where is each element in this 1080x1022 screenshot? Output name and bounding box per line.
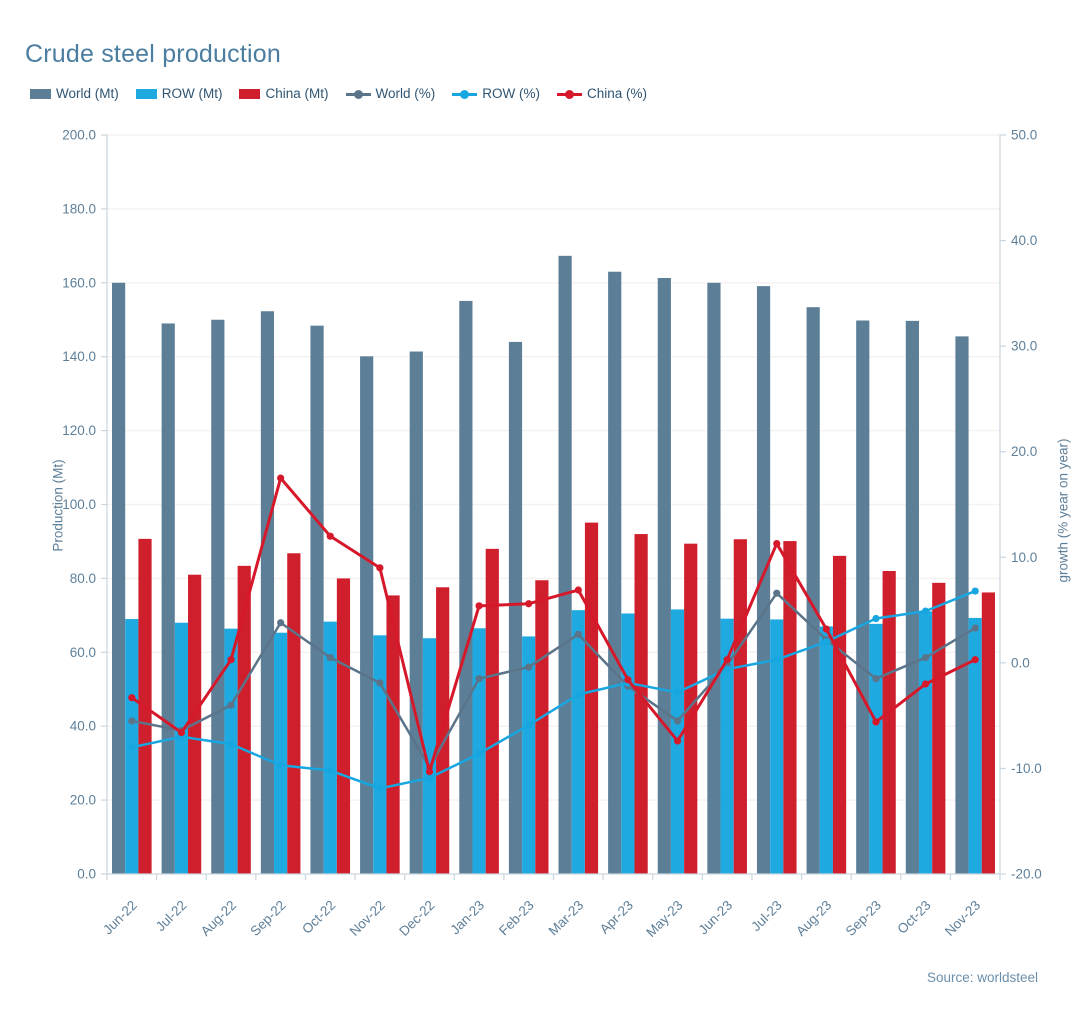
x-tick-label: Aug-23 [793, 898, 834, 939]
right-axis-title: growth (% year on year) [1055, 438, 1071, 583]
line-row- [128, 587, 979, 793]
tick-label: 180.0 [62, 201, 96, 216]
gridlines [107, 134, 1000, 801]
x-tick-label: Jun-23 [695, 898, 735, 938]
line-china- [128, 474, 979, 776]
tick-label: 120.0 [62, 423, 96, 438]
bars-row-mt- [125, 609, 982, 874]
legend-item-world-mt[interactable]: World (Mt) [30, 86, 119, 101]
legend-label: ROW (%) [482, 86, 541, 101]
x-tick-label: Oct-22 [299, 898, 338, 937]
x-tick-label: Dec-22 [396, 898, 437, 939]
x-tick-label: Oct-23 [894, 898, 933, 937]
source-attribution: Source: worldsteel [926, 970, 1038, 985]
x-tick-label: Sep-23 [843, 898, 884, 939]
legend-item-world-pct[interactable]: World (%) [345, 86, 436, 101]
legend-label: World (%) [375, 86, 436, 101]
tick-label: 100.0 [62, 497, 96, 512]
axes: 0.0 20.0 40.0 60.0 80.0 100.0 120.0 140.0 160.0 1… [62, 128, 1042, 882]
x-tick-label: Jun-22 [100, 898, 140, 938]
tick-label: 0.0 [77, 867, 96, 882]
row-pct-swatch-icon [452, 89, 478, 99]
tick-label: -10.0 [1011, 761, 1042, 776]
x-tick-label: Jul-22 [153, 898, 190, 935]
x-tick-label: Jan-23 [447, 898, 487, 938]
world-mt-swatch-icon [30, 88, 51, 99]
x-tick-label: Jul-23 [748, 898, 785, 935]
legend-item-china-mt[interactable]: China (Mt) [239, 86, 329, 101]
legend-item-row-pct[interactable]: ROW (%) [452, 86, 540, 101]
line-world- [128, 589, 979, 771]
tick-label: 20.0 [70, 793, 96, 808]
x-tick-label: Nov-22 [347, 898, 388, 939]
tick-label: 10.0 [1011, 550, 1037, 565]
row-mt-swatch-icon [135, 88, 157, 99]
x-axis-labels: Jun-22 Jul-22 Aug-22 Sep-22 Oct-22 Nov-22 Dec-… [100, 898, 983, 940]
legend-label: China (Mt) [265, 86, 329, 101]
legend-label: ROW (Mt) [161, 86, 223, 101]
chart-legend: World (Mt) ROW (Mt) China (Mt) World (%)… [30, 86, 647, 101]
legend-item-china-pct[interactable]: China (%) [557, 86, 647, 101]
x-tick-label: Mar-23 [546, 898, 587, 939]
tick-label: 140.0 [62, 349, 96, 364]
tick-label: 160.0 [62, 275, 96, 290]
x-tick-label: May-23 [643, 898, 685, 940]
tick-label: 40.0 [70, 719, 96, 734]
china-mt-swatch-icon [239, 88, 261, 99]
legend-label: China (%) [587, 86, 648, 101]
x-tick-label: Aug-22 [198, 898, 239, 939]
tick-label: 30.0 [1011, 339, 1037, 354]
tick-label: 0.0 [1011, 655, 1030, 670]
bars-world-mt- [112, 255, 969, 875]
tick-label: 80.0 [70, 571, 96, 586]
tick-label: 50.0 [1011, 128, 1037, 143]
chart-title: Crude steel production [25, 40, 281, 68]
tick-label: 40.0 [1011, 233, 1037, 248]
tick-label: -20.0 [1011, 867, 1042, 882]
left-axis-title: Production (Mt) [50, 459, 66, 552]
legend-item-row-mt[interactable]: ROW (Mt) [135, 86, 223, 101]
tick-label: 200.0 [62, 128, 96, 143]
china-pct-swatch-icon [557, 89, 583, 99]
tick-label: 20.0 [1011, 444, 1037, 459]
x-tick-label: Feb-23 [496, 898, 537, 939]
x-tick-label: Nov-23 [942, 898, 983, 939]
legend-label: World (Mt) [56, 86, 119, 101]
tick-label: 60.0 [70, 645, 96, 660]
x-tick-label: Sep-22 [247, 898, 288, 939]
x-tick-label: Apr-23 [597, 898, 636, 937]
world-pct-swatch-icon [345, 89, 371, 99]
